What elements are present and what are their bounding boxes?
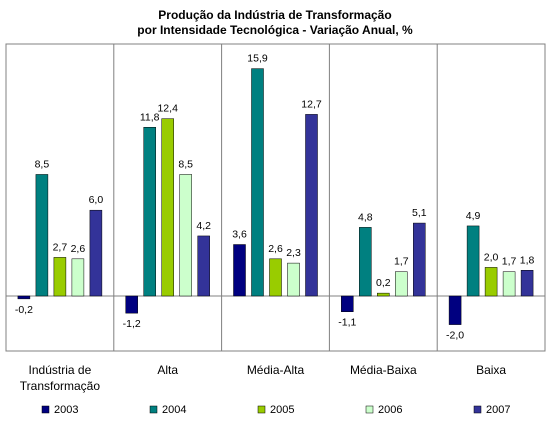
data-label: -1,2 [123, 318, 141, 330]
chart-title: Produção da Indústria de Transformação [158, 8, 392, 22]
data-label: -1,1 [338, 317, 356, 329]
bar-2007 [520, 270, 534, 297]
bar-2004 [143, 127, 156, 297]
bar-2003 [233, 244, 246, 297]
plot-border [5, 43, 546, 352]
data-label: 2,3 [286, 247, 301, 259]
bar-2004 [359, 227, 372, 297]
bar-2005 [377, 292, 390, 297]
data-label: 8,5 [178, 158, 193, 170]
bar-2006 [71, 258, 85, 297]
bar-2006 [179, 174, 192, 297]
bar-2007 [197, 235, 210, 297]
data-label: 2,7 [53, 241, 68, 253]
data-label: 0,2 [376, 277, 391, 289]
data-label: 2,0 [484, 251, 499, 263]
bar-2005 [269, 258, 282, 297]
bar-2004 [35, 174, 49, 297]
bar-2006 [395, 271, 408, 297]
data-label: 5,1 [412, 207, 427, 219]
bar-2005 [53, 257, 67, 297]
bar-2006 [287, 262, 300, 297]
legend-label: 2005 [270, 404, 294, 416]
data-label: 1,8 [520, 254, 535, 266]
data-label: 4,8 [358, 211, 373, 223]
data-label: 4,9 [466, 210, 481, 222]
data-label: 3,6 [232, 229, 247, 241]
data-label: 15,9 [247, 53, 268, 65]
data-label: 8,5 [35, 158, 50, 170]
legend-label: 2007 [486, 404, 510, 416]
bar-2003 [17, 295, 31, 300]
category-label: Baixa [476, 363, 506, 377]
legend-swatch-2005 [257, 405, 266, 414]
legend-swatch-2003 [41, 405, 50, 414]
data-label: -0,2 [15, 304, 33, 316]
data-label: 2,6 [268, 243, 283, 255]
bar-2007 [413, 222, 426, 297]
category-label: Média-Baixa [350, 363, 417, 377]
legend-swatch-2007 [473, 405, 482, 414]
bar-2006 [502, 271, 516, 297]
bar-2003 [125, 295, 138, 314]
data-label: 4,2 [196, 220, 211, 232]
bar-2005 [161, 118, 174, 297]
legend-label: 2003 [54, 404, 78, 416]
data-label: 2,6 [71, 243, 86, 255]
category-label: Transformação [20, 379, 101, 393]
data-label: 11,8 [140, 111, 160, 123]
category-label: Indústria de [29, 363, 92, 377]
legend-label: 2004 [162, 404, 186, 416]
data-label: 12,4 [157, 103, 178, 115]
bar-2004 [466, 225, 480, 297]
data-label: 1,7 [394, 256, 409, 268]
data-label: -2,0 [446, 330, 464, 342]
legend-swatch-2004 [149, 405, 158, 414]
chart-title-block: Produção da Indústria de Transformação p… [0, 8, 550, 38]
bar-2003 [448, 295, 462, 325]
data-label: 12,7 [301, 98, 322, 110]
bar-2003 [341, 295, 354, 312]
data-label: 1,7 [502, 256, 517, 268]
bar-2004 [251, 68, 264, 297]
category-label: Alta [157, 363, 178, 377]
data-label: 6,0 [89, 194, 104, 206]
chart-subtitle: por Intensidade Tecnológica - Variação A… [137, 23, 413, 37]
bar-2007 [305, 114, 318, 297]
bar-2005 [484, 267, 498, 297]
legend-swatch-2006 [365, 405, 374, 414]
category-label: Média-Alta [247, 363, 305, 377]
legend-label: 2006 [378, 404, 402, 416]
bar-2007 [89, 209, 103, 297]
